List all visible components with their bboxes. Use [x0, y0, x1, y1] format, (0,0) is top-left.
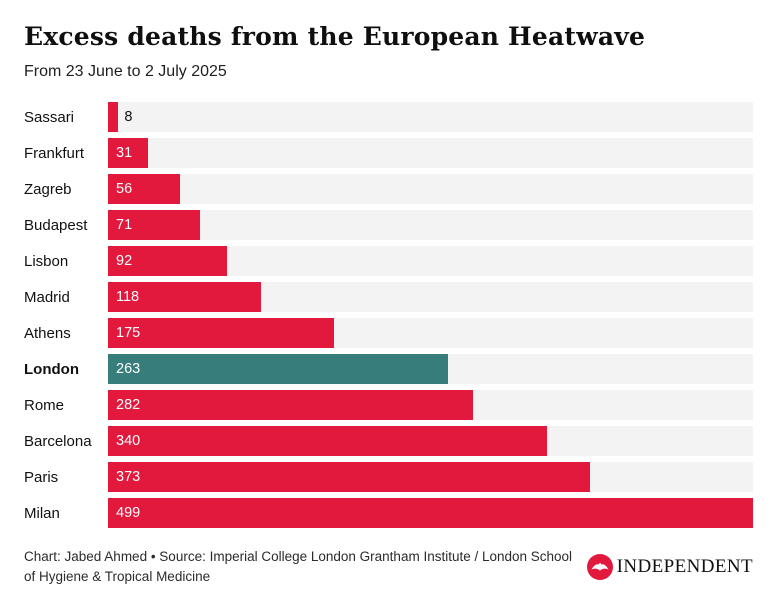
- chart-subtitle: From 23 June to 2 July 2025: [24, 63, 227, 80]
- bar-chart: Sassari 8 Frankfurt 31 Zagreb 56 Budapest 71 Lis…: [24, 99, 753, 531]
- category-label: Milan: [24, 504, 60, 522]
- chart-row: Budapest 71: [24, 207, 753, 243]
- bar: 71: [108, 210, 200, 240]
- value-label: 118: [116, 289, 140, 305]
- independent-logo-icon: [586, 553, 613, 580]
- bar-track: 118: [108, 282, 753, 312]
- bar-track: 8: [108, 102, 753, 132]
- category-label: Madrid: [24, 288, 70, 306]
- value-label: 499: [116, 505, 141, 521]
- category-label: Athens: [24, 324, 71, 342]
- value-label: 175: [116, 325, 141, 341]
- chart-rows: Sassari 8 Frankfurt 31 Zagreb 56 Budapest 71 Lis…: [24, 99, 753, 531]
- category-label: Paris: [24, 468, 59, 486]
- chart-row: Milan 499: [24, 495, 753, 531]
- category-label: Sassari: [24, 108, 75, 126]
- chart-title: Excess deaths from the European Heatwave: [24, 22, 646, 51]
- value-label: 92: [116, 253, 133, 269]
- bar-track: 263: [108, 354, 753, 384]
- chart-row: Athens 175: [24, 315, 753, 351]
- bar: 499: [108, 498, 753, 528]
- bar: 92: [108, 246, 227, 276]
- bar: 263: [108, 354, 448, 384]
- bar: 282: [108, 390, 473, 420]
- chart-row: Rome 282: [24, 387, 753, 423]
- category-label: Frankfurt: [24, 144, 85, 162]
- bar: 373: [108, 462, 591, 492]
- value-label: 340: [116, 433, 141, 449]
- footer: Chart: Jabed Ahmed • Source: Imperial Co…: [24, 547, 753, 586]
- chart-row: Paris 373: [24, 459, 753, 495]
- bar-track: 56: [108, 174, 753, 204]
- chart-row: Zagreb 56: [24, 171, 753, 207]
- value-label: 8: [124, 109, 133, 125]
- chart-row: Sassari 8: [24, 99, 753, 135]
- bar-track: 373: [108, 462, 753, 492]
- value-label: 31: [116, 145, 133, 161]
- value-label: 282: [116, 397, 141, 413]
- bar: 118: [108, 282, 261, 312]
- bar: 340: [108, 426, 548, 456]
- bar-track: 31: [108, 138, 753, 168]
- bar-track: 175: [108, 318, 753, 348]
- source-credit: Chart: Jabed Ahmed • Source: Imperial Co…: [24, 549, 573, 584]
- chart-row: Frankfurt 31: [24, 135, 753, 171]
- value-label: 71: [116, 217, 133, 233]
- category-label: Barcelona: [24, 432, 92, 450]
- bar-track: 92: [108, 246, 753, 276]
- category-label: Budapest: [24, 216, 88, 234]
- category-label: Rome: [24, 396, 65, 414]
- value-label: 56: [116, 181, 133, 197]
- chart-row: Lisbon 92: [24, 243, 753, 279]
- bar: 31: [108, 138, 149, 168]
- bar-track: 71: [108, 210, 753, 240]
- publisher-wordmark: INDEPENDENT: [616, 555, 753, 577]
- chart-row: Barcelona 340: [24, 423, 753, 459]
- publisher-brand: INDEPENDENT: [586, 553, 753, 580]
- chart-row: London 263: [24, 351, 753, 387]
- bar-track: 499: [108, 498, 753, 528]
- bar: [108, 102, 119, 132]
- category-label: Lisbon: [24, 252, 69, 270]
- bar-track: 340: [108, 426, 753, 456]
- bar: 175: [108, 318, 335, 348]
- bar-track: 282: [108, 390, 753, 420]
- value-label: 263: [116, 361, 141, 377]
- chart-row: Madrid 118: [24, 279, 753, 315]
- value-label: 373: [116, 469, 141, 485]
- bar: 56: [108, 174, 181, 204]
- category-label: London: [24, 360, 79, 378]
- category-label: Zagreb: [24, 180, 72, 198]
